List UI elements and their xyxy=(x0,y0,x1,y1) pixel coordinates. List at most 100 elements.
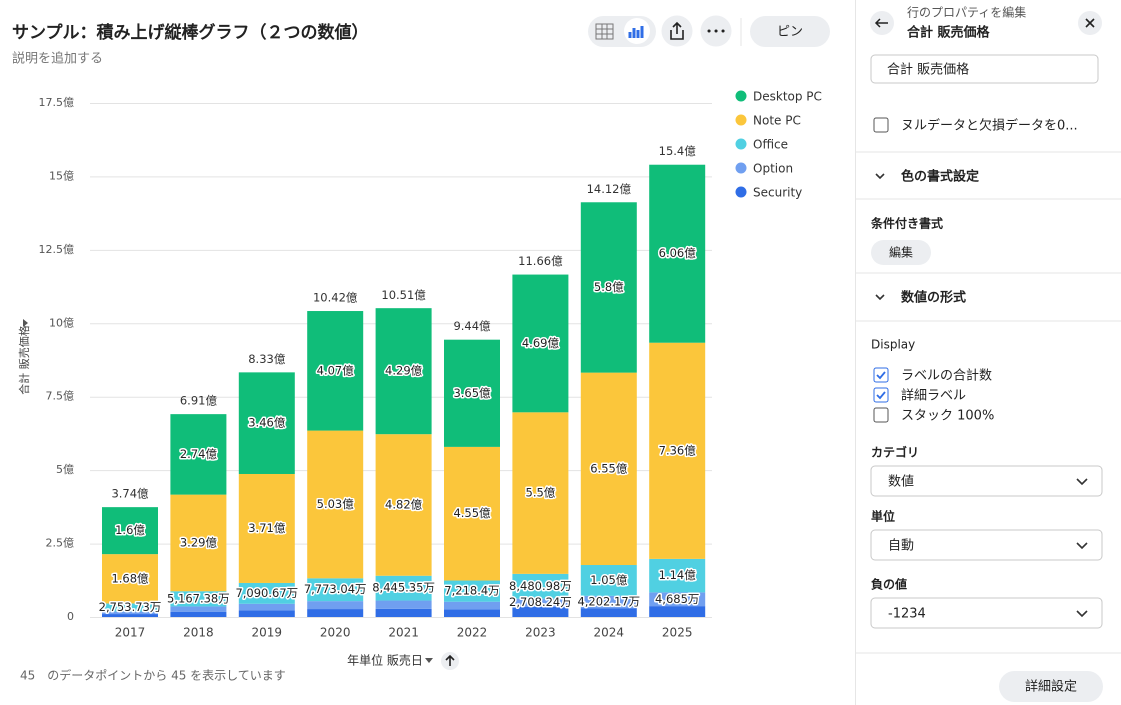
edit-button-label: 編集 xyxy=(889,245,913,260)
data-label: 4.07億 xyxy=(317,363,355,377)
bar-segment[interactable] xyxy=(238,582,295,604)
panel-title: 合計 販売価格 xyxy=(907,25,991,41)
bar-segment[interactable] xyxy=(238,473,295,583)
number-section[interactable]: 数値の形式 xyxy=(901,290,966,306)
bar-segment[interactable] xyxy=(375,600,432,609)
pin-label: ピン xyxy=(777,25,803,40)
bar-segment[interactable] xyxy=(580,595,637,609)
data-label: 2,753.73万 xyxy=(99,600,162,614)
bar-segment[interactable] xyxy=(512,274,569,413)
advanced-button[interactable] xyxy=(999,671,1103,702)
bar-segment[interactable] xyxy=(649,592,706,607)
subtitle[interactable]: 説明を追加する xyxy=(12,51,103,67)
bar-segment[interactable] xyxy=(512,412,569,574)
bar-segment[interactable] xyxy=(102,554,158,604)
x-axis-arrow xyxy=(425,658,433,663)
legend-label[interactable]: Security xyxy=(753,186,802,200)
bar-segment[interactable] xyxy=(307,430,364,579)
y-axis-title[interactable]: 合計 販売価格 xyxy=(17,325,31,395)
checkbox[interactable] xyxy=(873,387,889,403)
category-select[interactable] xyxy=(870,465,1103,497)
bar-segment[interactable] xyxy=(580,372,637,566)
unit-label: 単位 xyxy=(871,509,895,524)
data-label: 5.03億 xyxy=(317,497,355,511)
y-tick-label: 7.5億 xyxy=(46,390,75,403)
data-label: 7,218.4万 xyxy=(444,584,499,598)
bar-segment[interactable] xyxy=(444,601,500,610)
bar-segment[interactable] xyxy=(512,573,569,599)
bar-segment[interactable] xyxy=(238,603,295,611)
bar-segment[interactable] xyxy=(307,609,364,617)
pin-button[interactable] xyxy=(750,16,830,47)
category-value: 数値 xyxy=(888,474,914,490)
legend-swatch[interactable] xyxy=(735,90,747,102)
data-label: 4.82億 xyxy=(385,497,423,511)
bar-segment[interactable] xyxy=(512,606,569,617)
checkbox[interactable] xyxy=(873,367,889,383)
legend-swatch[interactable] xyxy=(735,138,747,150)
legend-swatch[interactable] xyxy=(735,162,747,174)
table-icon[interactable] xyxy=(595,23,614,40)
bar-segment[interactable] xyxy=(649,164,706,343)
bar-segment[interactable] xyxy=(580,565,637,596)
bar-segment[interactable] xyxy=(170,591,227,607)
x-axis-title[interactable]: 年単位 販売日 xyxy=(347,653,423,668)
section-chevron[interactable] xyxy=(875,294,885,301)
x-tick-label: 2018 xyxy=(183,626,214,640)
bar-segment[interactable] xyxy=(170,606,227,612)
bar-segment[interactable] xyxy=(170,414,227,495)
bar-segment[interactable] xyxy=(102,614,158,617)
bar-segment[interactable] xyxy=(307,601,364,610)
bar-segment[interactable] xyxy=(170,494,227,592)
bar-segment[interactable] xyxy=(649,606,706,617)
legend-label[interactable]: Note PC xyxy=(753,114,801,128)
name-input[interactable] xyxy=(870,54,1099,84)
bar-segment[interactable] xyxy=(375,575,432,601)
negative-select[interactable] xyxy=(870,597,1103,629)
bar-segment[interactable] xyxy=(102,507,158,555)
bar-segment[interactable] xyxy=(444,609,500,617)
bar-segment[interactable] xyxy=(307,311,364,431)
null-option-label: ヌルデータと欠損データを0... xyxy=(901,118,1078,134)
legend-swatch[interactable] xyxy=(735,186,747,198)
x-tick-label: 2021 xyxy=(388,626,419,640)
data-label: 4,685万 xyxy=(655,592,699,606)
data-label: 3.65億 xyxy=(453,386,491,400)
bar-segment[interactable] xyxy=(580,202,637,373)
bar-segment[interactable] xyxy=(238,610,295,617)
unit-select[interactable] xyxy=(870,529,1103,561)
null-checkbox[interactable] xyxy=(873,117,889,133)
data-label: 4.55億 xyxy=(453,506,491,520)
bar-segment[interactable] xyxy=(512,598,569,607)
bar-segment[interactable] xyxy=(375,608,432,617)
legend-label[interactable]: Desktop PC xyxy=(753,90,822,104)
checkbox[interactable] xyxy=(873,407,889,423)
display-option-label: 詳細ラベル xyxy=(901,388,966,404)
bar-segment[interactable] xyxy=(307,578,364,602)
bar-segment[interactable] xyxy=(649,558,706,593)
y-tick-label: 10億 xyxy=(49,316,74,329)
bar-segment[interactable] xyxy=(444,580,500,602)
legend-swatch[interactable] xyxy=(735,114,747,126)
bar-segment[interactable] xyxy=(444,446,500,581)
unit-value: 自動 xyxy=(888,539,914,554)
section-chevron[interactable] xyxy=(875,173,885,180)
bar-segment[interactable] xyxy=(102,603,158,612)
bar-segment[interactable] xyxy=(580,608,637,617)
bar-segment[interactable] xyxy=(375,434,432,576)
bar-segment[interactable] xyxy=(375,308,432,435)
edit-button[interactable] xyxy=(871,240,931,265)
bar-segment[interactable] xyxy=(238,372,295,474)
bar-segment[interactable] xyxy=(649,342,706,559)
legend-label[interactable]: Office xyxy=(753,138,788,152)
bar-segment[interactable] xyxy=(102,611,158,615)
bar-segment[interactable] xyxy=(444,339,500,447)
x-tick-label: 2025 xyxy=(662,626,693,640)
legend-label[interactable]: Option xyxy=(753,162,793,176)
total-label: 10.42億 xyxy=(313,290,358,304)
bar-segment[interactable] xyxy=(170,611,227,617)
color-section[interactable]: 色の書式設定 xyxy=(901,169,979,185)
data-label: 4.29億 xyxy=(385,364,423,378)
